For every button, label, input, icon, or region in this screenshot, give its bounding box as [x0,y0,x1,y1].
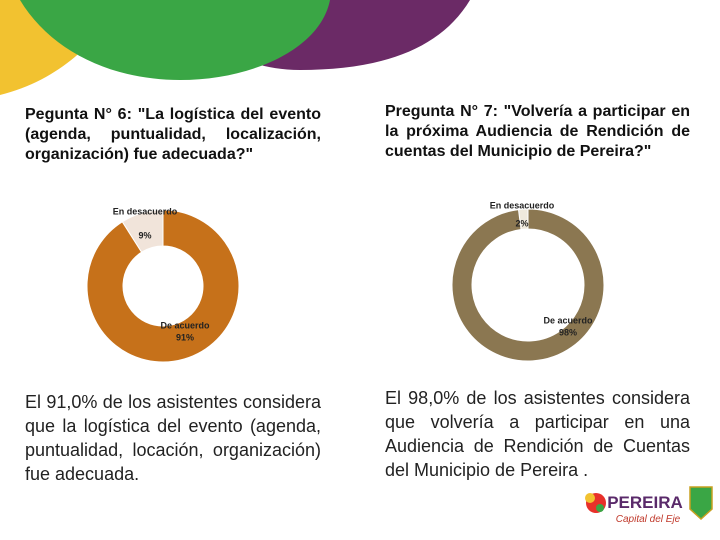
slice-value-label: 91% [176,332,194,342]
slice-category-label: De acuerdo [543,315,593,325]
logo-circle [596,504,604,512]
logo-name: PEREIRA [607,493,683,512]
summary-text: El 91,0% de los asistentes considera que… [25,392,321,484]
slice-category-label: En desacuerdo [113,206,178,216]
pie-slice [86,209,240,363]
slice-category-label: De acuerdo [160,320,210,330]
slice-value-label: 9% [138,230,151,240]
chart-title: Pregunta N° 7: "Volvería a participar en… [385,103,690,160]
logo-circle [585,493,595,503]
logo-mark [585,486,713,521]
summary-text: El 98,0% de los asistentes considera que… [385,388,690,480]
chart-title: Pegunta N° 6: "La logística del evento (… [25,106,321,163]
slice-value-label: 98% [559,327,577,337]
logo-shield [689,486,713,521]
pie-slice [451,208,605,362]
slice-value-label: 2% [515,218,528,228]
slice-category-label: En desacuerdo [490,200,555,210]
decor-green [20,0,330,80]
logo-tagline: Capital del Eje [616,514,681,525]
